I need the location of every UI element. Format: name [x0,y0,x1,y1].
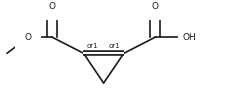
Text: or1: or1 [109,43,121,50]
Text: O: O [25,33,32,42]
Text: O: O [49,2,56,11]
Text: O: O [152,2,159,11]
Text: OH: OH [183,33,196,42]
Text: or1: or1 [87,43,99,50]
